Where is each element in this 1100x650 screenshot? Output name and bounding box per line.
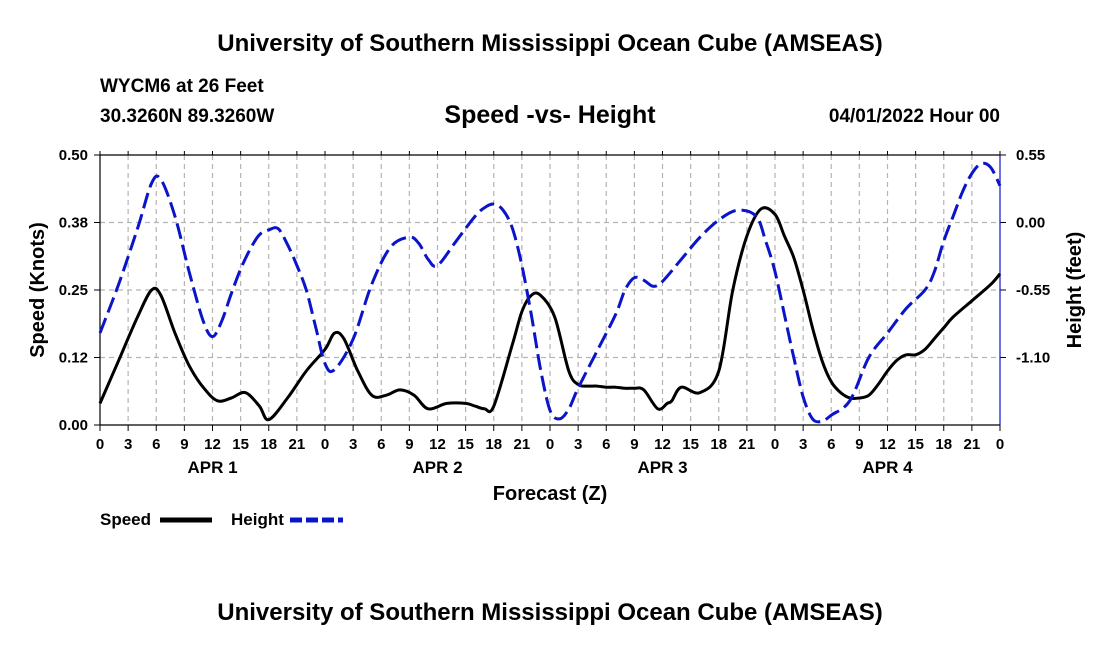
day-label: APR 3 [637,458,687,477]
x-tick-label: 12 [879,436,896,453]
x-tick-label: 15 [457,436,474,453]
x-tick-label: 18 [260,436,277,453]
day-label: APR 2 [412,458,462,477]
x-tick-label: 6 [827,436,835,453]
x-tick-label: 9 [405,436,413,453]
y2-tick-label: 0.00 [1016,215,1045,232]
y2-tick-label: -0.55 [1016,282,1050,299]
run-time-label: 04/01/2022 Hour 00 [828,106,1000,127]
legend: Speed Height [100,510,343,529]
x-tick-label: 6 [152,436,160,453]
x-tick-label: 0 [96,436,104,453]
grid-lines [100,155,1000,425]
x-tick-label: 3 [124,436,132,453]
speed-series-line [98,206,1002,422]
day-label: APR 4 [862,458,913,477]
x-tick-label: 15 [682,436,699,453]
y-tick-label: 0.38 [59,215,88,232]
y-axis-label: Speed (Knots) [27,222,49,358]
x-tick-label: 0 [996,436,1004,453]
x-tick-label: 21 [289,436,306,453]
y2-tick-label: 0.55 [1016,147,1045,164]
x-tick-label: 21 [514,436,531,453]
y-tick-label: 0.00 [59,417,88,434]
x-tick-label: 6 [377,436,385,453]
coordinates-label: 30.3260N 89.3260W [100,106,275,127]
x-tick-label: 0 [321,436,329,453]
height-series-line [98,161,1002,424]
x-tick-label: 6 [602,436,610,453]
y2-axis-label: Height (feet) [1064,232,1086,349]
axes [94,151,1006,431]
chart-title: University of Southern Mississippi Ocean… [217,30,883,57]
x-tick-label: 12 [429,436,446,453]
y-tick-label: 0.25 [59,282,88,299]
x-tick-label: 18 [485,436,502,453]
x-tick-label: 15 [232,436,249,453]
tick-labels: 0 3 6 9 12 15 18 21 0 3 6 9 12 15 18 21 0 3 6 9 12 15 18 21 0 3 6 9… [59,147,1050,477]
x-tick-label: 21 [739,436,756,453]
x-tick-label: 3 [349,436,357,453]
x-tick-label: 9 [630,436,638,453]
x-tick-label: 21 [964,436,981,453]
x-tick-label: 3 [574,436,582,453]
x-tick-label: 18 [710,436,727,453]
x-tick-label: 9 [855,436,863,453]
legend-speed-label: Speed [100,510,151,529]
x-tick-label: 15 [907,436,924,453]
x-tick-label: 3 [799,436,807,453]
x-tick-label: 18 [935,436,952,453]
x-tick-label: 0 [546,436,554,453]
chart-subtitle: Speed -vs- Height [444,101,656,129]
y-tick-label: 0.50 [59,147,88,164]
legend-height-label: Height [231,510,284,529]
y2-tick-label: -1.10 [1016,350,1050,367]
station-label: WYCM6 at 26 Feet [100,76,264,97]
series-lines [98,161,1002,424]
x-tick-label: 0 [771,436,779,453]
footer-title: University of Southern Mississippi Ocean… [217,599,883,626]
x-tick-label: 9 [180,436,188,453]
day-label: APR 1 [187,458,237,477]
x-axis-label: Forecast (Z) [493,483,607,505]
y-tick-label: 0.12 [59,350,88,367]
x-tick-label: 12 [204,436,221,453]
x-tick-label: 12 [654,436,671,453]
